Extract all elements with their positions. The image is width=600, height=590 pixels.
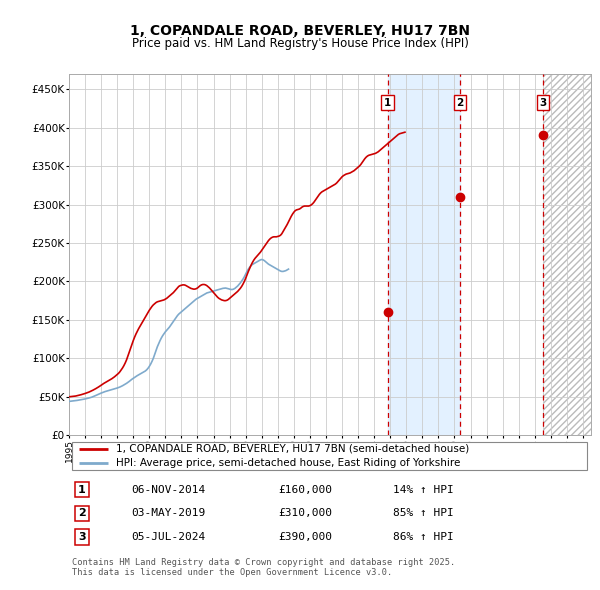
Text: 1: 1 <box>78 484 86 494</box>
Text: 05-JUL-2024: 05-JUL-2024 <box>131 532 206 542</box>
Text: 85% ↑ HPI: 85% ↑ HPI <box>392 509 454 519</box>
Text: 3: 3 <box>78 532 86 542</box>
Bar <box>388 74 460 435</box>
Text: 06-NOV-2014: 06-NOV-2014 <box>131 484 206 494</box>
Text: 1, COPANDALE ROAD, BEVERLEY, HU17 7BN (semi-detached house): 1, COPANDALE ROAD, BEVERLEY, HU17 7BN (s… <box>116 444 469 454</box>
FancyBboxPatch shape <box>71 442 587 470</box>
Text: 2: 2 <box>78 509 86 519</box>
Text: 1, COPANDALE ROAD, BEVERLEY, HU17 7BN: 1, COPANDALE ROAD, BEVERLEY, HU17 7BN <box>130 24 470 38</box>
Text: 1: 1 <box>384 98 391 107</box>
Text: 2: 2 <box>456 98 463 107</box>
Text: 86% ↑ HPI: 86% ↑ HPI <box>392 532 454 542</box>
Text: £160,000: £160,000 <box>278 484 332 494</box>
Text: Price paid vs. HM Land Registry's House Price Index (HPI): Price paid vs. HM Land Registry's House … <box>131 37 469 50</box>
Text: £310,000: £310,000 <box>278 509 332 519</box>
Text: 3: 3 <box>539 98 547 107</box>
Text: HPI: Average price, semi-detached house, East Riding of Yorkshire: HPI: Average price, semi-detached house,… <box>116 458 460 468</box>
Text: Contains HM Land Registry data © Crown copyright and database right 2025.
This d: Contains HM Land Registry data © Crown c… <box>71 558 455 577</box>
Text: 03-MAY-2019: 03-MAY-2019 <box>131 509 206 519</box>
Text: £390,000: £390,000 <box>278 532 332 542</box>
Text: 14% ↑ HPI: 14% ↑ HPI <box>392 484 454 494</box>
